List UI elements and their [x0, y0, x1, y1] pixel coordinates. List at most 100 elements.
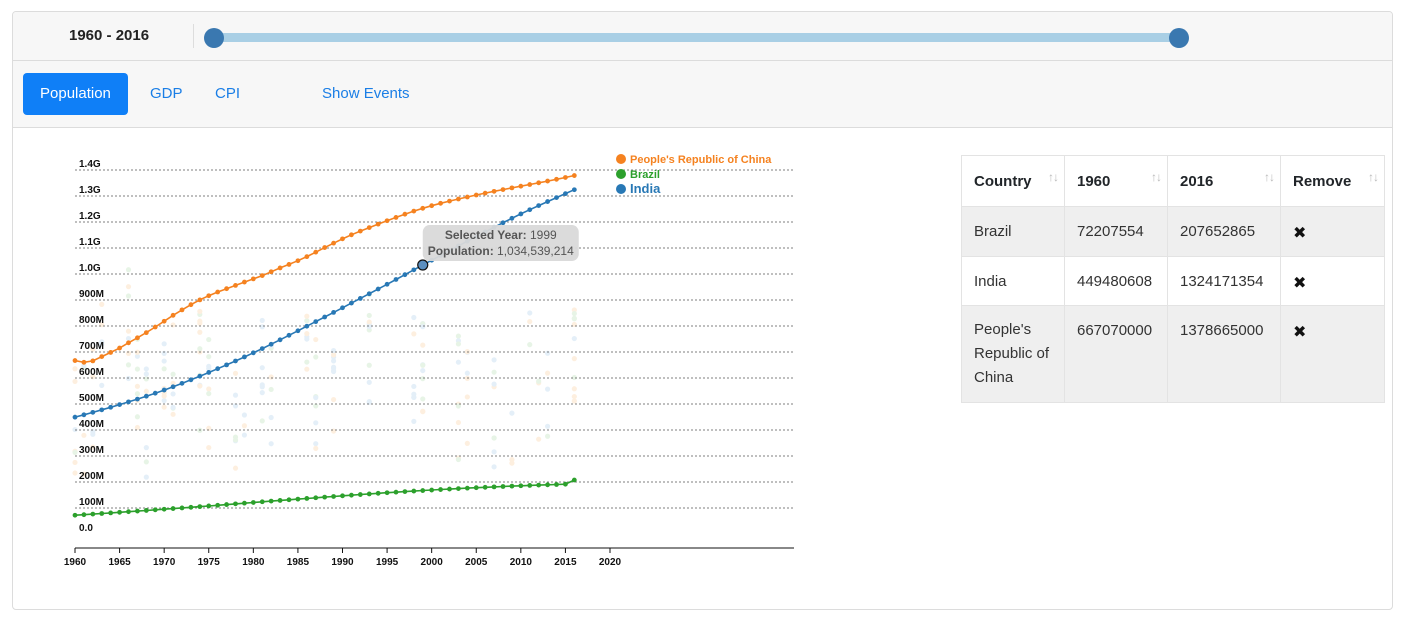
column-header-1960[interactable]: 1960 ↑↓: [1064, 155, 1168, 207]
data-point[interactable]: [563, 175, 568, 180]
data-point[interactable]: [188, 302, 194, 308]
data-point[interactable]: [571, 477, 577, 483]
data-point[interactable]: [188, 377, 194, 383]
data-point[interactable]: [429, 203, 435, 209]
data-point[interactable]: [170, 384, 176, 390]
data-point[interactable]: [473, 192, 479, 198]
data-point[interactable]: [224, 286, 229, 292]
data-point[interactable]: [72, 512, 78, 518]
data-point[interactable]: [161, 506, 167, 512]
data-point[interactable]: [563, 481, 568, 487]
remove-icon[interactable]: ✖: [1293, 324, 1307, 341]
data-point[interactable]: [206, 293, 212, 299]
data-point[interactable]: [340, 493, 345, 499]
data-point[interactable]: [135, 335, 140, 341]
data-point[interactable]: [295, 258, 301, 264]
data-point[interactable]: [215, 289, 221, 295]
data-point[interactable]: [473, 485, 479, 491]
data-point[interactable]: [126, 509, 131, 515]
data-point[interactable]: [384, 281, 390, 287]
data-point[interactable]: [250, 276, 256, 282]
data-point[interactable]: [393, 277, 399, 282]
data-point[interactable]: [402, 211, 408, 217]
data-point[interactable]: [268, 269, 274, 275]
data-point[interactable]: [518, 183, 524, 189]
data-point[interactable]: [393, 215, 399, 220]
data-point[interactable]: [135, 508, 140, 514]
tab-gdp[interactable]: GDP: [150, 85, 183, 102]
data-point[interactable]: [304, 323, 310, 329]
data-point[interactable]: [99, 511, 105, 516]
sort-icon[interactable]: ↑↓: [1048, 170, 1059, 184]
data-point[interactable]: [242, 354, 247, 360]
data-point[interactable]: [393, 489, 399, 495]
data-point[interactable]: [197, 373, 203, 379]
data-point[interactable]: [126, 399, 131, 405]
data-point[interactable]: [456, 486, 461, 491]
data-point[interactable]: [277, 498, 283, 503]
data-point[interactable]: [536, 180, 542, 186]
data-point[interactable]: [206, 370, 212, 375]
data-point[interactable]: [242, 500, 247, 506]
data-point[interactable]: [518, 483, 524, 489]
data-point[interactable]: [563, 191, 568, 197]
data-point[interactable]: [224, 502, 229, 507]
data-point[interactable]: [420, 488, 426, 493]
data-point[interactable]: [117, 345, 122, 351]
data-point[interactable]: [108, 404, 114, 410]
data-point[interactable]: [99, 354, 105, 359]
data-point[interactable]: [152, 507, 158, 513]
data-point[interactable]: [143, 508, 149, 513]
data-point[interactable]: [233, 358, 238, 364]
data-point[interactable]: [402, 272, 408, 278]
column-header-country[interactable]: Country ↑↓: [961, 155, 1065, 207]
data-point[interactable]: [143, 330, 149, 336]
data-point[interactable]: [286, 497, 292, 503]
data-point[interactable]: [143, 393, 149, 399]
data-point[interactable]: [322, 245, 328, 250]
data-point[interactable]: [536, 482, 542, 488]
sort-icon[interactable]: ↑↓: [1264, 170, 1275, 184]
data-point[interactable]: [527, 182, 533, 187]
data-point[interactable]: [72, 414, 78, 420]
data-point[interactable]: [259, 499, 265, 505]
data-point[interactable]: [357, 296, 363, 301]
data-point[interactable]: [491, 188, 497, 194]
data-point[interactable]: [527, 483, 533, 488]
data-point[interactable]: [340, 305, 345, 311]
data-point[interactable]: [295, 496, 301, 502]
remove-icon[interactable]: ✖: [1293, 275, 1307, 292]
data-point[interactable]: [411, 267, 417, 273]
data-point[interactable]: [331, 240, 336, 246]
data-point[interactable]: [375, 221, 381, 227]
data-point[interactable]: [509, 483, 515, 489]
data-point[interactable]: [197, 297, 203, 303]
data-point[interactable]: [527, 207, 533, 213]
data-point[interactable]: [152, 390, 158, 396]
data-point[interactable]: [170, 312, 176, 318]
data-point[interactable]: [402, 489, 408, 494]
column-header-remove[interactable]: Remove ↑↓: [1280, 155, 1385, 207]
slider-handle-start[interactable]: [204, 28, 224, 48]
data-point[interactable]: [438, 200, 443, 206]
data-point[interactable]: [554, 195, 559, 200]
data-point[interactable]: [366, 491, 372, 497]
data-point[interactable]: [411, 488, 417, 494]
year-range-slider-track[interactable]: [213, 33, 1180, 42]
sort-icon[interactable]: ↑↓: [1368, 170, 1379, 184]
data-point[interactable]: [152, 324, 158, 330]
data-point[interactable]: [161, 387, 167, 393]
sort-icon[interactable]: ↑↓: [1151, 170, 1162, 184]
data-point[interactable]: [357, 492, 363, 497]
data-point[interactable]: [313, 495, 319, 501]
data-point[interactable]: [268, 498, 274, 504]
data-point[interactable]: [447, 486, 452, 492]
column-header-2016[interactable]: 2016 ↑↓: [1167, 155, 1281, 207]
data-point[interactable]: [215, 366, 221, 372]
data-point[interactable]: [206, 503, 212, 509]
data-point[interactable]: [81, 412, 87, 418]
data-point[interactable]: [99, 407, 105, 413]
data-point[interactable]: [438, 487, 443, 492]
data-point[interactable]: [331, 310, 336, 315]
data-point[interactable]: [340, 236, 345, 242]
